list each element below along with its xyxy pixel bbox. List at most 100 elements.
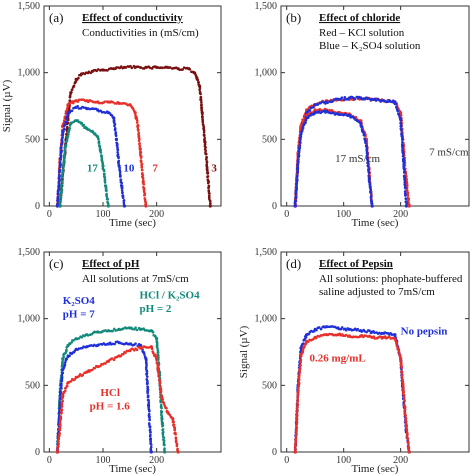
panel-subtitle: All solutions at 7mS/cm (82, 273, 189, 285)
marker (339, 327, 343, 331)
marker (208, 192, 211, 195)
marker (82, 123, 86, 127)
marker (145, 369, 149, 373)
plot-frame (43, 5, 222, 207)
marker (296, 158, 300, 162)
marker (172, 423, 176, 426)
marker (56, 195, 60, 199)
data-point (299, 346, 303, 350)
marker (60, 149, 63, 153)
marker (63, 152, 66, 155)
series-blue (293, 325, 411, 454)
marker (401, 144, 405, 148)
annotation: pH = 7 (63, 308, 95, 320)
marker (97, 330, 101, 334)
data-point (61, 171, 65, 175)
marker (400, 366, 404, 370)
marker (149, 443, 153, 446)
marker (298, 144, 302, 147)
data-point (404, 204, 408, 208)
marker (403, 399, 406, 403)
marker (199, 99, 203, 102)
marker (405, 181, 409, 185)
marker (295, 412, 299, 416)
marker (140, 162, 144, 166)
marker (140, 165, 144, 169)
marker (58, 421, 62, 425)
marker (60, 146, 63, 149)
marker (149, 431, 152, 434)
marker (369, 196, 373, 199)
marker (399, 113, 403, 117)
marker (145, 382, 149, 386)
marker (65, 357, 69, 361)
marker (104, 362, 107, 365)
data-point (367, 177, 371, 181)
marker (81, 373, 85, 377)
marker (65, 125, 69, 129)
marker (397, 113, 401, 117)
marker (365, 154, 369, 158)
marker (299, 358, 303, 362)
marker (147, 415, 151, 419)
marker (304, 121, 307, 125)
marker (147, 399, 150, 402)
marker (120, 189, 124, 192)
marker (160, 406, 163, 410)
marker (407, 199, 410, 203)
marker (198, 88, 201, 92)
y-tick-label: 1,000 (255, 68, 278, 79)
marker (56, 190, 60, 193)
annotation: 17 (87, 162, 99, 174)
marker (124, 66, 128, 69)
marker (374, 99, 378, 102)
marker (301, 126, 305, 129)
marker (159, 391, 163, 394)
marker (343, 96, 347, 99)
y-tick-label: 1,000 (18, 314, 41, 325)
marker (103, 176, 107, 180)
marker (61, 360, 64, 364)
marker (395, 344, 399, 348)
marker (108, 329, 112, 333)
annotation: pH = 1.6 (90, 400, 131, 412)
marker (197, 81, 200, 84)
marker (151, 331, 155, 334)
marker (407, 448, 410, 451)
marker (204, 149, 207, 153)
y-tick-label: 500 (25, 380, 40, 391)
panel-label: (b) (286, 10, 301, 25)
y-tick-label: 1,500 (255, 247, 278, 258)
marker (174, 432, 177, 436)
marker (125, 349, 129, 353)
data-point (399, 111, 403, 115)
marker (118, 170, 122, 174)
marker (368, 329, 371, 333)
marker (157, 375, 161, 378)
marker (70, 341, 73, 344)
marker (297, 384, 301, 388)
marker (106, 202, 110, 205)
annotation: 7 mS/cm (429, 146, 469, 158)
marker (315, 336, 318, 340)
marker (401, 154, 405, 158)
marker (135, 348, 139, 352)
marker (130, 66, 134, 70)
marker (59, 162, 62, 166)
marker (111, 329, 114, 333)
marker (59, 154, 63, 158)
marker (69, 380, 73, 383)
marker (156, 346, 159, 350)
marker (404, 414, 407, 418)
marker (90, 368, 94, 372)
panel-subtitle-blue: Blue – K₂SO4 solution (319, 40, 421, 52)
x-tick-label: 0 (47, 455, 52, 466)
marker (356, 327, 359, 331)
marker (105, 195, 109, 198)
marker (306, 340, 310, 344)
marker (368, 97, 371, 100)
marker (104, 186, 108, 190)
marker (206, 168, 209, 172)
